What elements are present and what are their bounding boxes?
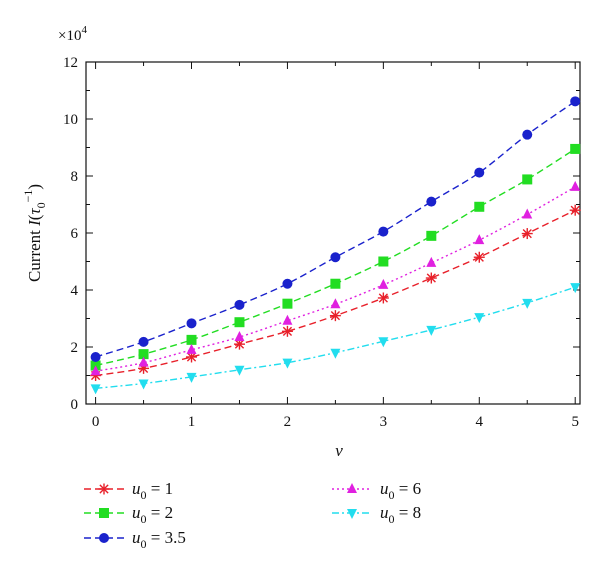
series-u0-3.5 bbox=[90, 96, 581, 362]
legend-label: u0 = 2 bbox=[132, 503, 173, 526]
y-tick-label: 2 bbox=[71, 340, 79, 356]
data-point bbox=[522, 208, 533, 219]
x-tick-label: 5 bbox=[571, 414, 579, 430]
data-point bbox=[378, 278, 389, 289]
legend-marker bbox=[347, 483, 357, 493]
legend-item: u0 = 8 bbox=[332, 503, 421, 526]
data-point bbox=[330, 278, 341, 289]
legend-item: u0 = 6 bbox=[332, 479, 421, 502]
legend-marker bbox=[347, 509, 357, 519]
series-u0-1 bbox=[90, 204, 581, 381]
data-point bbox=[377, 292, 389, 304]
data-point bbox=[186, 334, 197, 345]
y-tick-label: 10 bbox=[63, 112, 78, 128]
x-tick-label: 1 bbox=[188, 414, 196, 430]
data-point bbox=[570, 143, 581, 154]
data-point bbox=[570, 283, 581, 294]
data-point bbox=[474, 313, 485, 324]
data-point bbox=[474, 167, 485, 178]
legend-marker bbox=[99, 533, 109, 543]
data-point bbox=[569, 204, 581, 216]
x-axis-title: v bbox=[335, 441, 343, 460]
data-point bbox=[186, 372, 197, 383]
y-tick-label: 4 bbox=[71, 283, 79, 299]
data-point bbox=[282, 314, 293, 325]
legend-marker bbox=[98, 483, 110, 495]
data-point bbox=[330, 298, 341, 309]
data-point bbox=[330, 252, 341, 263]
data-point bbox=[329, 310, 341, 322]
x-tick-label: 2 bbox=[284, 414, 292, 430]
data-point bbox=[330, 348, 341, 359]
data-point bbox=[378, 226, 389, 237]
x-tick-label: 0 bbox=[92, 414, 100, 430]
legend-marker bbox=[99, 508, 109, 518]
data-point bbox=[186, 343, 197, 354]
data-point bbox=[473, 251, 485, 263]
data-point bbox=[281, 325, 293, 337]
data-point bbox=[138, 349, 149, 360]
data-point bbox=[570, 96, 581, 107]
data-point bbox=[570, 180, 581, 191]
data-point bbox=[282, 298, 293, 309]
data-point bbox=[138, 379, 149, 390]
legend-item: u0 = 3.5 bbox=[84, 528, 186, 551]
y-tick-label: 12 bbox=[63, 55, 78, 71]
data-point bbox=[426, 196, 437, 207]
y-tick-label: 6 bbox=[71, 226, 79, 242]
data-point bbox=[425, 272, 437, 284]
y-tick-label: 0 bbox=[71, 397, 79, 413]
data-point bbox=[282, 358, 293, 369]
data-point bbox=[234, 317, 245, 328]
legend-label: u0 = 8 bbox=[380, 503, 421, 526]
legend-item: u0 = 1 bbox=[84, 479, 173, 502]
data-point bbox=[426, 325, 437, 336]
data-point bbox=[521, 228, 533, 240]
data-point bbox=[474, 201, 485, 212]
series-u0-8 bbox=[90, 283, 581, 395]
legend-label: u0 = 1 bbox=[132, 479, 173, 502]
y-tick-label: 8 bbox=[71, 169, 79, 185]
data-point bbox=[378, 337, 389, 348]
data-point bbox=[522, 174, 533, 185]
series-u0-6 bbox=[90, 180, 581, 376]
data-point bbox=[474, 234, 485, 245]
data-point bbox=[90, 351, 101, 362]
series-line bbox=[95, 100, 576, 358]
data-point bbox=[186, 318, 197, 329]
data-point bbox=[138, 336, 149, 347]
x-tick-label: 4 bbox=[476, 414, 484, 430]
data-point bbox=[138, 356, 149, 367]
data-point bbox=[522, 298, 533, 309]
data-point bbox=[234, 365, 245, 376]
data-point bbox=[426, 230, 437, 241]
legend-label: u0 = 6 bbox=[380, 479, 421, 502]
data-point bbox=[378, 256, 389, 267]
data-point bbox=[426, 256, 437, 267]
x-tick-label: 3 bbox=[380, 414, 388, 430]
data-point bbox=[90, 384, 101, 395]
data-point bbox=[234, 331, 245, 342]
data-point bbox=[522, 129, 533, 140]
y-multiplier-label: ×104 bbox=[58, 24, 87, 44]
data-point bbox=[234, 299, 245, 310]
y-axis-title: Current I(τ0−1) bbox=[21, 184, 48, 282]
data-point bbox=[90, 365, 101, 376]
legend-item: u0 = 2 bbox=[84, 503, 173, 526]
legend-label: u0 = 3.5 bbox=[132, 528, 186, 551]
data-point bbox=[282, 278, 293, 289]
